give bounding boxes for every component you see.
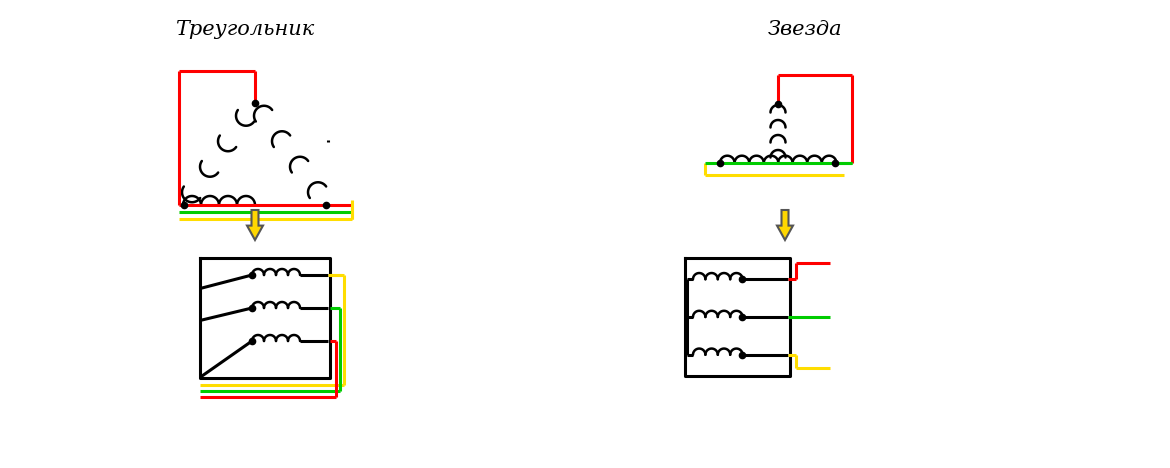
Text: Треугольник: Треугольник: [176, 20, 315, 39]
FancyArrow shape: [247, 210, 263, 240]
Text: Звезда: Звезда: [768, 20, 842, 39]
FancyArrow shape: [777, 210, 793, 240]
